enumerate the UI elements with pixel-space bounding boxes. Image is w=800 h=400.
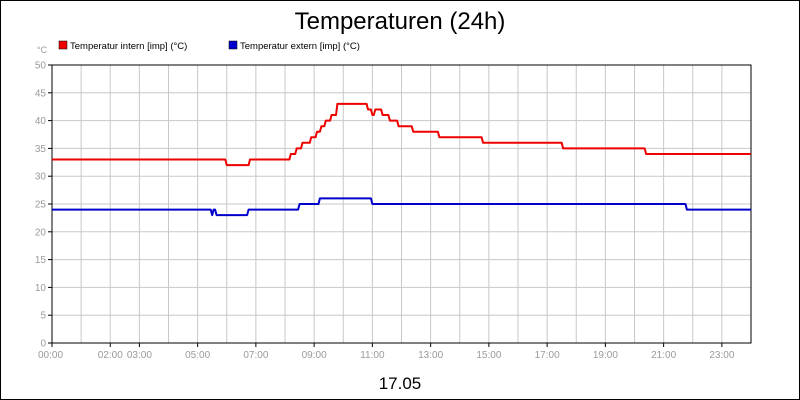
x-tick-label: 05:00 <box>185 350 210 361</box>
y-tick-label: 40 <box>35 116 47 127</box>
legend: Temperatur intern [imp] (°C) Temperatur e… <box>58 40 360 52</box>
series-line-extern <box>52 197 751 217</box>
y-tick-label: 25 <box>35 200 47 211</box>
series-line-intern <box>52 102 751 167</box>
y-tick-label: 20 <box>35 227 47 238</box>
x-tick-label: 23:00 <box>709 350 734 361</box>
x-tick-label: 00:00 <box>38 350 63 361</box>
y-tick-label: 15 <box>35 255 47 266</box>
legend-label: Temperatur extern [imp] (°C) <box>240 41 360 52</box>
x-tick-label: 02:00 <box>98 350 123 361</box>
x-tick-label: 13:00 <box>418 350 443 361</box>
y-tick-label: 0 <box>40 339 46 350</box>
y-tick-label: 50 <box>35 61 47 72</box>
legend-label: Temperatur intern [imp] (°C) <box>70 41 187 52</box>
series-lines <box>52 102 751 217</box>
x-tick-label: 03:00 <box>127 350 152 361</box>
y-axis-unit: °C <box>37 45 48 55</box>
plot-area <box>51 64 752 344</box>
x-tick-label: 15:00 <box>476 350 501 361</box>
x-tick-label: 19:00 <box>593 350 618 361</box>
x-tick-label: 21:00 <box>651 350 676 361</box>
y-tick-label: 5 <box>40 311 46 322</box>
x-tick-label: 17:00 <box>535 350 560 361</box>
legend-swatch <box>228 40 238 50</box>
x-tick-label: 11:00 <box>360 350 385 361</box>
y-axis-ticks: 0 5 10 15 20 25 30 35 40 45 50 <box>35 61 52 350</box>
y-tick-label: 45 <box>35 88 47 99</box>
y-tick-label: 30 <box>35 172 47 183</box>
y-tick-label: 10 <box>35 283 47 294</box>
y-tick-label: 35 <box>35 144 47 155</box>
x-tick-label: 09:00 <box>302 350 327 361</box>
x-axis-label: 17.05 <box>379 374 422 393</box>
legend-swatch <box>58 40 68 50</box>
chart-title: Temperaturen (24h) <box>295 8 506 35</box>
x-tick-label: 07:00 <box>243 350 268 361</box>
x-axis-ticks: 00:00 02:00 03:00 05:00 07:00 09:00 11:00 13:00… <box>38 343 735 361</box>
